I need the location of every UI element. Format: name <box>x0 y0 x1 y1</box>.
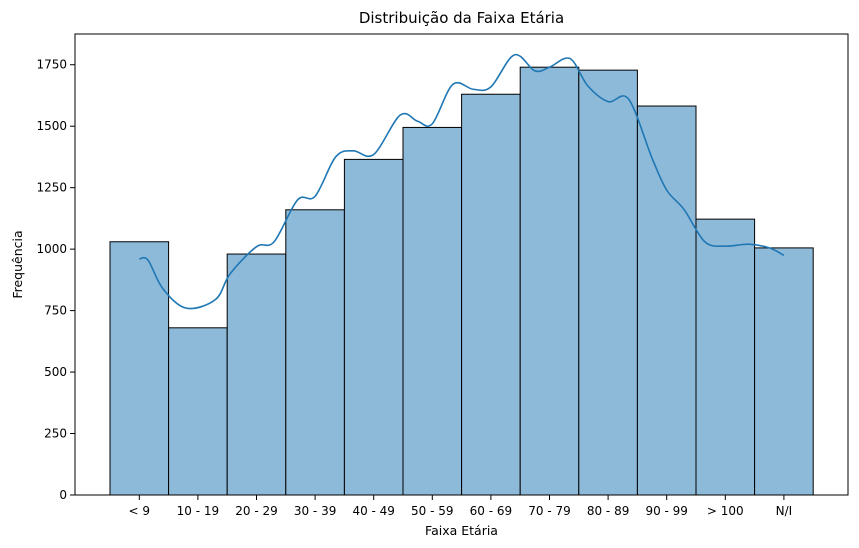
bar-3 <box>285 209 345 496</box>
bar-6 <box>461 93 521 496</box>
x-tick-label-8: 80 - 89 <box>587 504 630 518</box>
x-axis-label: Faixa Etária <box>425 523 498 538</box>
bar-10 <box>695 218 756 496</box>
y-tick-label-7: 1750 <box>36 58 67 72</box>
bar-2 <box>226 253 287 496</box>
y-tick-label-1: 250 <box>44 427 67 441</box>
x-tick-label-0: < 9 <box>129 504 151 518</box>
plot-frame <box>74 33 849 496</box>
kde-curve <box>139 53 785 310</box>
bars-group <box>109 66 814 496</box>
bar-9 <box>636 105 697 496</box>
x-tick-label-1: 10 - 19 <box>177 504 220 518</box>
x-tick-label-11: N/I <box>776 504 793 518</box>
y-tick-label-5: 1250 <box>36 181 67 195</box>
y-axis-label: Frequência <box>10 230 25 298</box>
bar-4 <box>343 158 404 496</box>
x-tick-label-6: 60 - 69 <box>470 504 513 518</box>
chart-title: Distribuição da Faixa Etária <box>359 9 564 27</box>
x-axis-ticks: < 9 10 - 19 20 - 29 30 - 39 40 - 49 50 - 59 60… <box>129 495 793 518</box>
y-tick-label-2: 500 <box>44 365 67 379</box>
x-tick-label-10: > 100 <box>707 504 744 518</box>
x-tick-label-4: 40 - 49 <box>352 504 395 518</box>
bar-7 <box>519 66 580 496</box>
y-tick-label-6: 1500 <box>36 119 67 133</box>
bar-5 <box>402 126 463 496</box>
x-tick-label-2: 20 - 29 <box>235 504 278 518</box>
x-tick-label-7: 70 - 79 <box>528 504 571 518</box>
y-tick-label-0: 0 <box>59 488 67 502</box>
y-axis-ticks: 0 250 500 750 1000 1250 1500 1750 <box>36 58 75 502</box>
bar-11 <box>754 247 814 496</box>
y-tick-label-3: 750 <box>44 304 67 318</box>
bar-8 <box>578 69 638 496</box>
x-tick-label-3: 30 - 39 <box>294 504 337 518</box>
y-tick-label-4: 1000 <box>36 242 67 256</box>
bar-0 <box>109 241 170 496</box>
x-tick-label-9: 90 - 99 <box>645 504 688 518</box>
bar-1 <box>168 327 228 496</box>
x-tick-label-5: 50 - 59 <box>411 504 454 518</box>
